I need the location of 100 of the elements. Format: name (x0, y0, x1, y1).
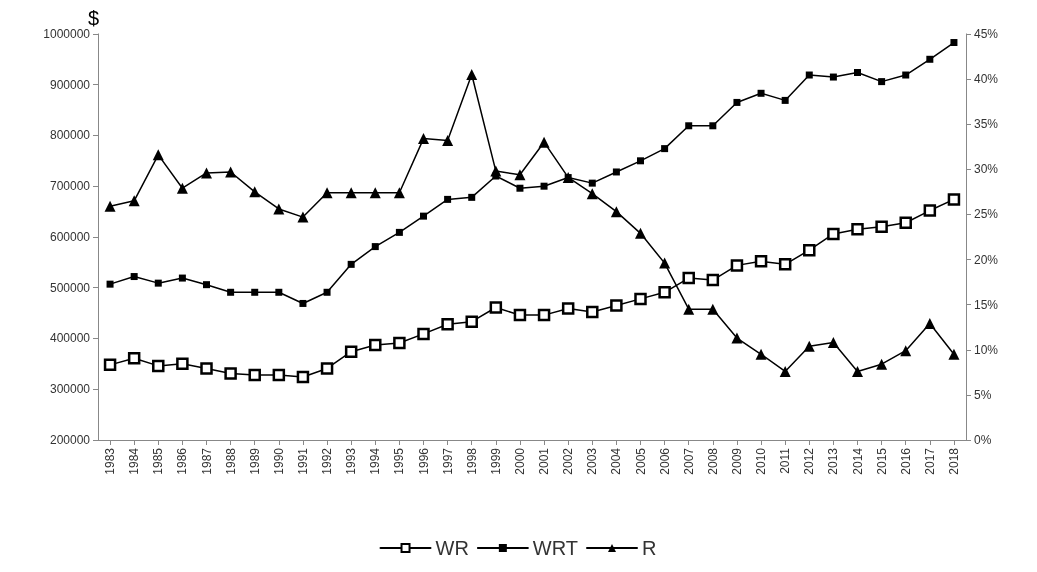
point (347, 260, 355, 268)
x-tick-label: 2005 (633, 447, 648, 475)
x-tick-label: 2006 (657, 447, 672, 475)
point (417, 327, 430, 341)
point (805, 71, 813, 79)
point (561, 302, 575, 315)
point (516, 184, 524, 192)
point (393, 187, 405, 199)
point (104, 200, 116, 212)
x-tick-label: 1996 (416, 447, 431, 475)
x-tick-label: 1999 (488, 447, 503, 475)
point (947, 193, 961, 206)
y-tick-label: 900000 (49, 77, 91, 92)
point (420, 212, 427, 220)
point (466, 69, 478, 81)
point (345, 187, 357, 199)
point (924, 318, 936, 330)
x-tick-label: 2009 (729, 447, 744, 475)
point (685, 122, 693, 130)
y2-tick-label: 20% (974, 252, 999, 267)
x-tick-label: 2014 (850, 447, 865, 475)
point (852, 365, 863, 377)
point (540, 182, 548, 190)
x-tick-label: 1997 (440, 447, 455, 475)
point (779, 365, 791, 377)
y2-tick-label: 0% (974, 433, 992, 447)
point (103, 358, 117, 372)
point (827, 227, 840, 241)
y-tick-label: 800000 (49, 128, 91, 143)
point (489, 301, 503, 314)
x-tick-label: 2018 (946, 447, 961, 475)
y-tick-label: 300000 (49, 382, 91, 397)
point (442, 134, 454, 146)
x-tick-label: 1983 (103, 447, 118, 475)
y2-tick-label: 10% (974, 342, 999, 357)
point (851, 223, 864, 236)
point (201, 167, 212, 179)
y2-tick-label: 15% (974, 297, 999, 312)
point (754, 255, 768, 268)
point (706, 273, 720, 287)
point (902, 71, 910, 79)
point (275, 288, 283, 296)
point (369, 187, 381, 199)
point (778, 258, 792, 271)
point (682, 271, 695, 285)
y-tick-label: 500000 (49, 280, 91, 295)
point (176, 182, 188, 194)
x-tick-label: 2004 (609, 447, 624, 475)
point (513, 308, 527, 322)
point (299, 299, 307, 307)
point (538, 136, 550, 148)
legend-label: R (642, 537, 657, 559)
point (875, 220, 888, 234)
y2-tick-label: 5% (974, 387, 992, 402)
point (827, 337, 839, 349)
point (203, 281, 210, 289)
point (950, 39, 958, 47)
x-tick-label: 1985 (151, 447, 166, 475)
point (926, 55, 934, 63)
point (707, 303, 719, 315)
point (610, 299, 623, 312)
point (661, 145, 669, 153)
point (537, 308, 551, 322)
x-tick-label: 1987 (199, 447, 214, 475)
y2-tick-label: 25% (974, 207, 999, 222)
point (200, 362, 213, 375)
point (610, 206, 622, 218)
x-tick-label: 2002 (561, 447, 576, 475)
point (781, 96, 789, 104)
point (490, 165, 502, 177)
x-tick-label: 1992 (320, 447, 335, 475)
point (369, 338, 382, 352)
x-tick-label: 1994 (368, 447, 383, 475)
point (248, 368, 261, 382)
x-tick-label: 2017 (922, 447, 937, 475)
x-tick-label: 1998 (464, 447, 479, 475)
point (130, 273, 138, 281)
y-tick-label: 600000 (49, 229, 91, 244)
legend-label: WR (435, 537, 469, 559)
x-tick-label: 2016 (898, 447, 913, 475)
point (106, 280, 114, 288)
x-tick-label: 2000 (512, 447, 527, 475)
point (371, 243, 379, 251)
point (297, 211, 309, 223)
x-tick-label: 1986 (175, 447, 190, 475)
point (586, 188, 598, 200)
y-tick-label: 700000 (49, 179, 91, 194)
x-tick-label: 1988 (223, 447, 238, 475)
point (637, 157, 644, 165)
point (948, 348, 960, 360)
point (418, 133, 429, 145)
legend-label: WRT (532, 537, 579, 559)
point (923, 204, 937, 217)
point (733, 98, 741, 106)
point (393, 336, 406, 350)
point (900, 345, 912, 357)
point (444, 195, 452, 203)
point (249, 186, 261, 198)
x-tick-label: 1993 (344, 447, 359, 475)
point (803, 243, 816, 257)
